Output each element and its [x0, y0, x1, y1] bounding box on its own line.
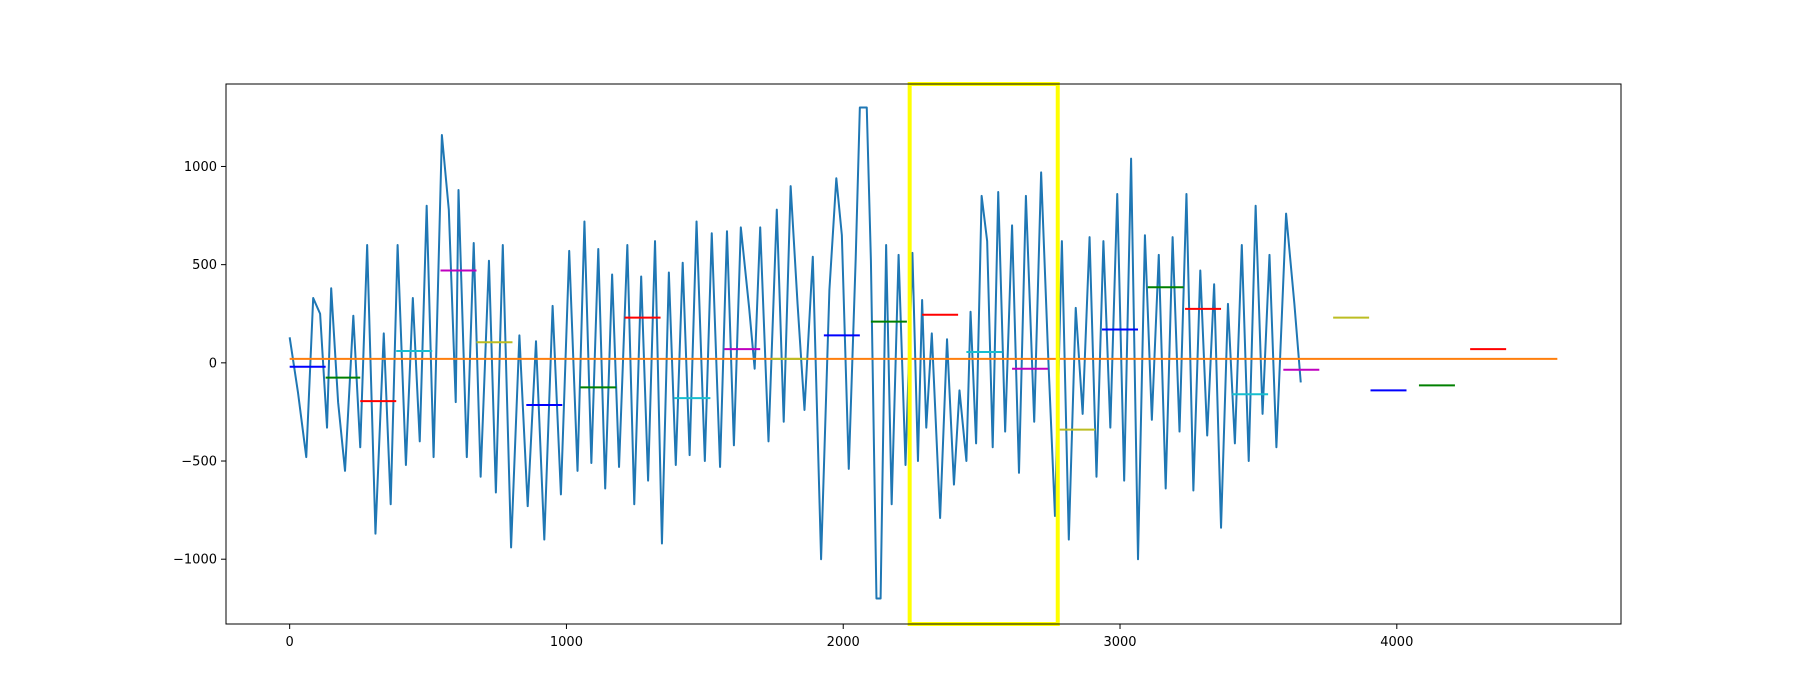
- data-layer: [288, 82, 1558, 626]
- x-tick-label: 3000: [1103, 635, 1136, 650]
- y-tick-label: 500: [192, 258, 217, 273]
- y-axis: −1000 −500 0 500 1000: [173, 160, 226, 568]
- y-tick-label: 0: [209, 356, 217, 371]
- x-tick-label: 4000: [1380, 635, 1413, 650]
- x-tick-label: 0: [286, 635, 294, 650]
- plot-frame: [225, 83, 1622, 625]
- y-tick-label: −500: [181, 455, 217, 470]
- x-axis: 0 1000 2000 3000 4000: [286, 624, 1413, 650]
- x-tick-label: 2000: [827, 635, 860, 650]
- series-line-0: [288, 106, 1302, 600]
- x-tick-label: 1000: [550, 635, 583, 650]
- y-tick-label: 1000: [184, 160, 217, 175]
- y-tick-label: −1000: [173, 553, 217, 568]
